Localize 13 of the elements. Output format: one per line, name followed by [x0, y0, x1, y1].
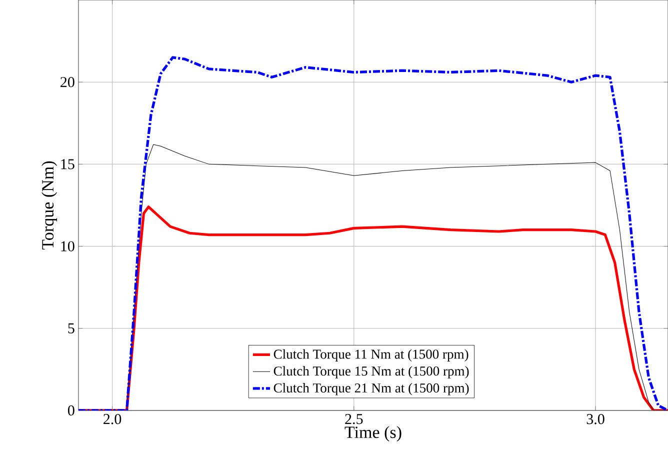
x-tick-label: 2.5: [345, 414, 363, 424]
legend-label: Clutch Torque 11 Nm at (1500 rpm): [274, 349, 468, 362]
y-tick-label: 20: [60, 77, 74, 88]
y-tick-label: 15: [61, 159, 74, 170]
x-tick-label: 3.0: [586, 414, 604, 424]
y-tick-label: 5: [68, 323, 74, 334]
y-tick-label: 0: [68, 405, 74, 416]
x-tick-label: 2.0: [104, 414, 122, 424]
y-axis-title: Torque (Nm): [42, 161, 58, 250]
x-axis-title: Time (s): [344, 426, 402, 442]
legend-label: Clutch Torque 21 Nm at (1500 rpm): [274, 383, 469, 396]
y-tick-label: 10: [61, 241, 74, 252]
legend-label: Clutch Torque 15 Nm at (1500 rpm): [274, 366, 469, 378]
